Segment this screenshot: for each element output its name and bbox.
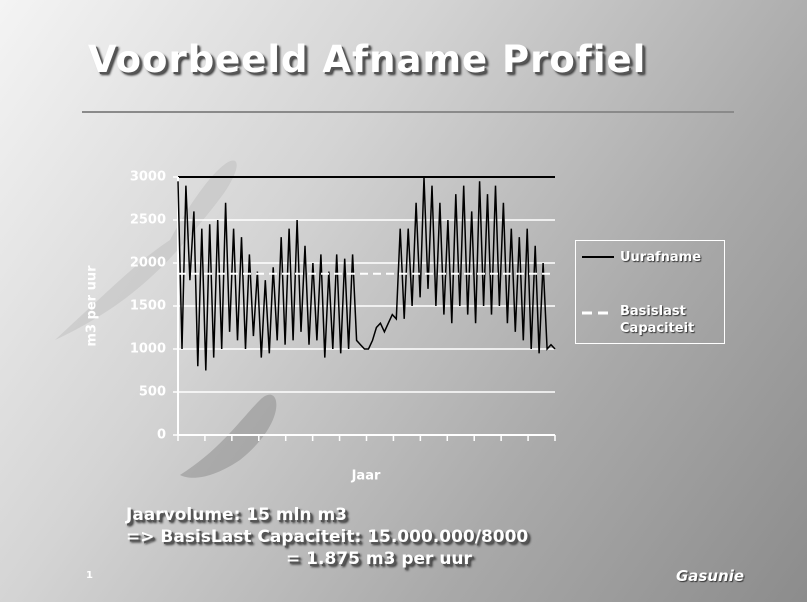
y-tick-label: 1500 [130,299,166,314]
legend: Uurafname Basislast Capaciteit [575,240,725,344]
legend-symbols [582,256,614,315]
data-line [177,176,556,371]
slide-title: Voorbeeld Afname Profiel [88,38,647,81]
y-tick-label: 2000 [130,256,166,271]
note-line: => BasisLast Capaciteit: 15.000.000/8000 [126,527,529,547]
legend-label: Basislast Capaciteit [620,304,695,336]
y-tick-label: 2500 [130,213,166,228]
notes: Jaarvolume: 15 mln m3 => BasisLast Capac… [126,504,528,570]
page-number: 1 [86,570,93,581]
note-line: Jaarvolume: 15 mln m3 [126,505,347,525]
decor-swoosh [55,160,237,340]
y-tick-label: 1000 [130,342,166,357]
logo: Gasunie [676,567,745,585]
decor-swoosh [180,394,277,478]
y-tick-label: 0 [157,428,166,443]
y-tick-label: 500 [139,385,166,400]
note-line: = 1.875 m3 per uur [286,549,472,569]
y-axis-label: m3 per uur [85,265,100,347]
x-axis-label: Jaar [351,469,381,484]
legend-label: Uurafname [620,250,702,265]
y-tick-label: 3000 [130,170,166,185]
title-rule [82,111,734,113]
